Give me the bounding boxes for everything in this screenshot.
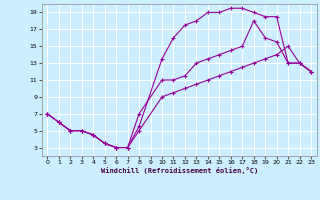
X-axis label: Windchill (Refroidissement éolien,°C): Windchill (Refroidissement éolien,°C): [100, 167, 258, 174]
